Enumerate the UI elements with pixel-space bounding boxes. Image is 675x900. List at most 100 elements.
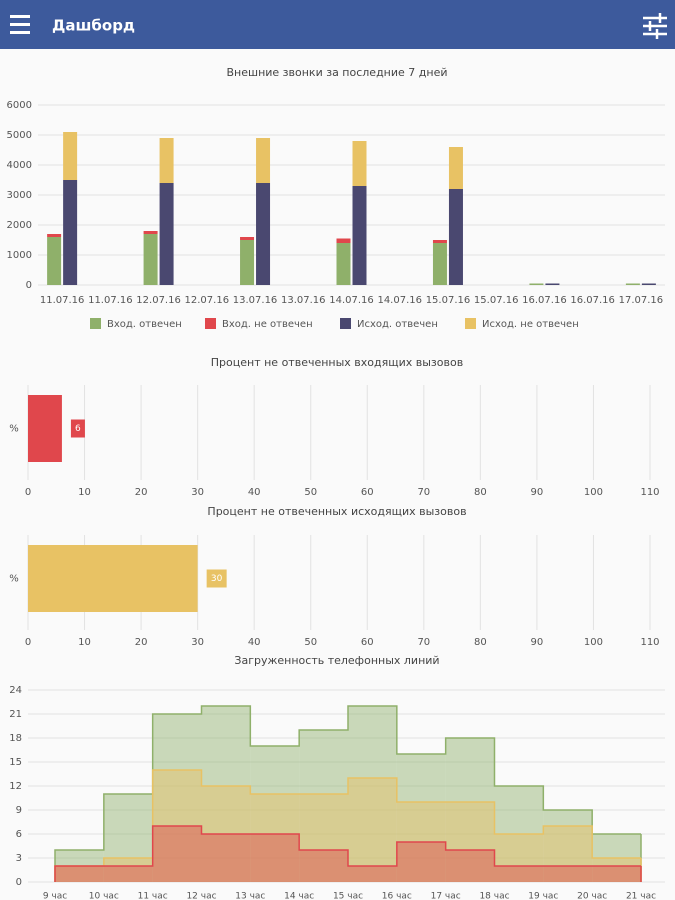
- x-tick-label: 110: [640, 637, 659, 648]
- area-step: [250, 794, 300, 882]
- x-tick-label: 12.07.16: [185, 295, 230, 306]
- bar-segment: [143, 234, 158, 285]
- area-step: [103, 794, 153, 882]
- value-label: 30: [211, 574, 223, 584]
- area-step: [445, 850, 495, 882]
- bar: [28, 395, 62, 462]
- x-tick-label: 80: [474, 637, 487, 648]
- area-step: [152, 714, 202, 882]
- bar-segment: [47, 234, 62, 237]
- bar-segment: [63, 132, 78, 180]
- settings-button[interactable]: [643, 13, 667, 39]
- y-tick-label: 12: [9, 781, 22, 792]
- y-tick-label: 2000: [7, 220, 32, 231]
- x-tick-label: 40: [248, 487, 261, 498]
- area-step: [250, 746, 300, 882]
- area-step: [592, 858, 641, 882]
- area-outline: [54, 769, 641, 882]
- y-tick-label: %: [9, 574, 19, 585]
- x-tick-label: 16.07.16: [570, 295, 615, 306]
- value-label-box: [206, 569, 227, 588]
- x-tick-label: 15 час: [333, 892, 363, 900]
- x-tick-label: 90: [531, 487, 544, 498]
- x-tick-label: 100: [584, 487, 603, 498]
- x-tick-label: 19 час: [528, 892, 558, 900]
- x-tick-label: 80: [474, 487, 487, 498]
- bar-segment: [159, 138, 174, 183]
- area-step: [592, 866, 641, 882]
- x-tick-label: 15.07.16: [426, 295, 471, 306]
- x-tick-label: 50: [304, 487, 317, 498]
- area-step: [201, 706, 251, 882]
- bar-segment: [63, 180, 78, 285]
- legend-swatch: [205, 318, 216, 329]
- x-tick-label: 17.07.16: [619, 295, 664, 306]
- x-tick-label: 20 час: [577, 892, 607, 900]
- x-tick-label: 10: [78, 637, 91, 648]
- legend-label: Исход. не отвечен: [482, 319, 579, 330]
- chart-title: Процент не отвеченных входящих вызовов: [211, 356, 463, 369]
- x-tick-label: 30: [191, 487, 204, 498]
- menu-button[interactable]: [10, 15, 30, 34]
- bar-segment: [625, 283, 640, 285]
- x-tick-label: 30: [191, 637, 204, 648]
- x-tick-label: 14 час: [284, 892, 314, 900]
- area-step: [299, 730, 348, 882]
- y-tick-label: 3: [16, 853, 22, 864]
- y-tick-label: %: [9, 424, 19, 435]
- area-step: [103, 866, 153, 882]
- legend-swatch: [340, 318, 351, 329]
- bar-segment: [352, 141, 367, 186]
- legend-label: Вход. не отвечен: [222, 319, 313, 330]
- legend-swatch: [465, 318, 476, 329]
- bar-segment: [336, 238, 351, 243]
- bar-segment: [240, 237, 255, 240]
- area-step: [299, 850, 348, 882]
- area-step: [348, 778, 397, 882]
- y-tick-label: 6000: [7, 100, 32, 111]
- y-tick-label: 24: [9, 685, 22, 696]
- value-label: 6: [75, 424, 81, 434]
- area-step: [494, 834, 544, 882]
- x-tick-label: 70: [417, 487, 430, 498]
- area-step: [55, 866, 104, 882]
- x-tick-label: 60: [361, 487, 374, 498]
- bar-segment: [352, 186, 367, 285]
- y-tick-label: 18: [9, 733, 22, 744]
- x-tick-label: 11.07.16: [40, 295, 85, 306]
- bar-segment: [529, 283, 544, 285]
- x-tick-label: 40: [248, 637, 261, 648]
- area-step: [103, 858, 153, 882]
- x-tick-label: 110: [640, 487, 659, 498]
- legend-label: Вход. отвечен: [107, 319, 182, 330]
- bar-segment: [432, 240, 447, 243]
- area-step: [543, 866, 593, 882]
- x-tick-label: 11 час: [138, 892, 168, 900]
- x-tick-label: 16 час: [382, 892, 412, 900]
- area-step: [299, 794, 348, 882]
- x-tick-label: 12.07.16: [136, 295, 181, 306]
- bar-segment: [641, 283, 656, 285]
- bar: [28, 545, 198, 612]
- x-tick-label: 90: [531, 637, 544, 648]
- y-tick-label: 0: [16, 877, 22, 888]
- x-tick-label: 20: [135, 637, 148, 648]
- bar-segment: [448, 147, 463, 189]
- x-tick-label: 14.07.16: [329, 295, 374, 306]
- y-tick-label: 9: [16, 805, 22, 816]
- x-tick-label: 15.07.16: [474, 295, 519, 306]
- x-tick-label: 17 час: [431, 892, 461, 900]
- y-tick-label: 4000: [7, 160, 32, 171]
- x-tick-label: 0: [25, 487, 31, 498]
- bar-segment: [240, 240, 255, 285]
- bar-segment: [256, 183, 271, 285]
- x-tick-label: 21 час: [626, 892, 656, 900]
- x-tick-label: 20: [135, 487, 148, 498]
- bar-segment: [143, 231, 158, 234]
- app-bar: [0, 0, 675, 49]
- app-title: Дашборд: [52, 17, 135, 35]
- area-step: [494, 866, 544, 882]
- area-outline: [54, 825, 641, 882]
- x-tick-label: 12 час: [186, 892, 216, 900]
- x-tick-label: 14.07.16: [377, 295, 422, 306]
